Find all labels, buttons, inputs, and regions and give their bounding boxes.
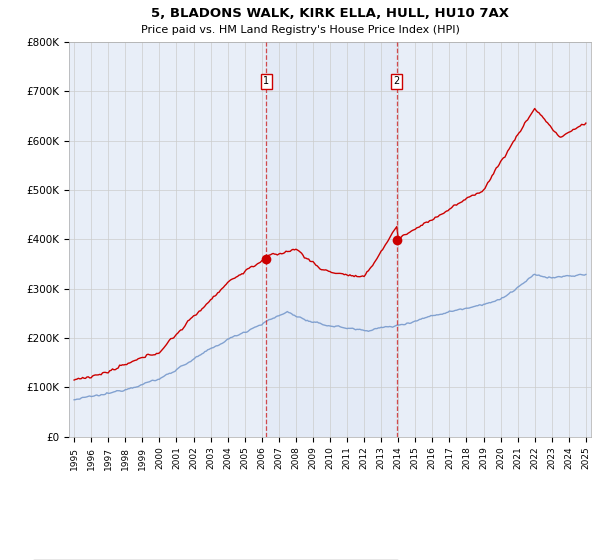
Bar [266,42,397,437]
Text: 2: 2 [394,77,400,86]
Title: 5, BLADONS WALK, KIRK ELLA, HULL, HU10 7AX: 5, BLADONS WALK, KIRK ELLA, HULL, HU10 7… [151,7,509,20]
Text: Price paid vs. HM Land Registry's House Price Index (HPI): Price paid vs. HM Land Registry's House … [140,25,460,35]
Text: 1: 1 [263,77,269,86]
